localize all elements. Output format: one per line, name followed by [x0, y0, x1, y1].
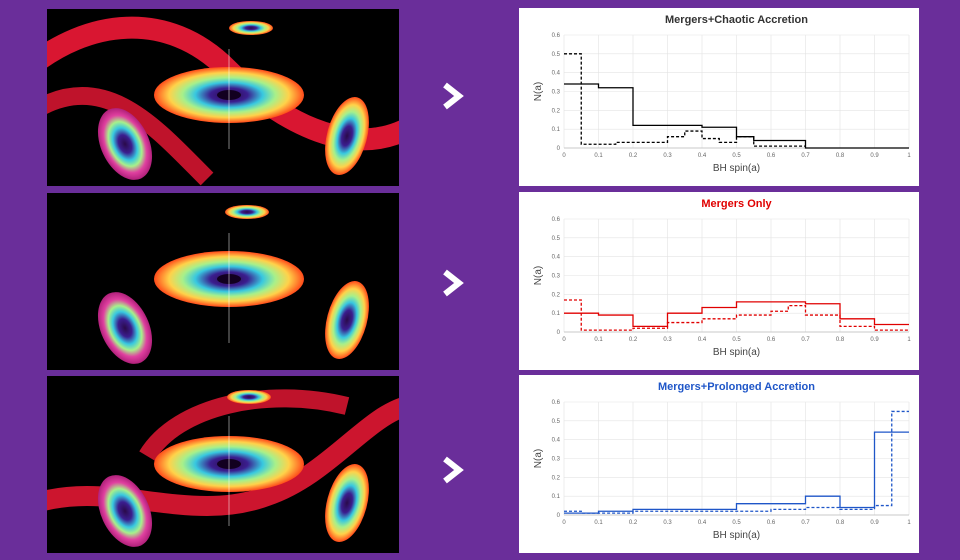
y-tick-label: 0: [557, 513, 561, 519]
x-tick-label: 0.7: [801, 337, 810, 343]
y-tick-label: 0: [557, 146, 561, 152]
y-tick-label: 0.5: [552, 52, 561, 58]
y-tick-label: 0.4: [552, 255, 561, 261]
x-tick-label: 0.8: [836, 337, 845, 343]
x-tick-label: 0.9: [870, 337, 879, 343]
series-line-dashed: [564, 410, 909, 514]
y-tick-label: 0.3: [552, 90, 561, 96]
x-tick-label: 1: [907, 153, 911, 159]
x-tick-label: 0.7: [801, 153, 810, 159]
y-tick-label: 0.2: [552, 292, 561, 298]
x-tick-label: 0: [562, 153, 566, 159]
y-tick-label: 0.1: [552, 127, 561, 133]
black-hole-illustration-2: [47, 193, 399, 370]
x-tick-label: 0.4: [698, 520, 707, 526]
black-hole-illustration-3: [47, 376, 399, 553]
black-hole-illustration-1: [47, 9, 399, 186]
chart-mergers-chaotic-accretion: Mergers+Chaotic Accretion 0 0.1 0.2 0.3 0.4 0.…: [533, 14, 911, 174]
x-tick-label: 0: [562, 337, 566, 343]
series-line-dashed: [564, 299, 909, 331]
x-tick-label: 0.2: [629, 153, 638, 159]
series-line-dashed: [564, 53, 806, 147]
chevron-right-icon: [443, 269, 464, 297]
x-tick-label: 1: [907, 337, 911, 343]
y-tick-label: 0.1: [552, 311, 561, 317]
x-tick-label: 0.8: [836, 520, 845, 526]
y-tick-label: 0.4: [552, 71, 561, 77]
x-tick-label: 0.5: [732, 520, 741, 526]
chevron-right-icon: [443, 456, 464, 484]
x-tick-label: 0.5: [732, 337, 741, 343]
x-tick-label: 0.2: [629, 337, 638, 343]
x-tick-label: 0.2: [629, 520, 638, 526]
chart-card-mergers-only: Mergers Only 0 0.1 0.2 0.3 0.4 0.5 0.6 0.7 0.8 0.9…: [519, 192, 919, 370]
chart-card-prolonged: Mergers+Prolonged Accretion 0 0.1 0.2 0.3 0.4…: [519, 375, 919, 553]
y-tick-label: 0.1: [552, 494, 561, 500]
x-axis-label: BH spin(a): [713, 530, 760, 541]
y-tick-label: 0.6: [552, 400, 561, 406]
chart-card-chaotic: Mergers+Chaotic Accretion 0 0.1 0.2 0.3 0.4 0.…: [519, 8, 919, 186]
x-tick-label: 0.1: [594, 153, 603, 159]
x-tick-label: 0.3: [663, 520, 672, 526]
series-line-solid: [564, 431, 909, 514]
chart-title: Mergers+Prolonged Accretion: [658, 381, 815, 393]
x-axis-label: BH spin(a): [713, 163, 760, 174]
black-hole-merger-illustration-icon: [97, 205, 369, 364]
x-tick-label: 0.4: [698, 337, 707, 343]
x-tick-label: 0.6: [767, 153, 776, 159]
x-axis-label: BH spin(a): [713, 347, 760, 358]
y-tick-label: 0.4: [552, 438, 561, 444]
y-tick-label: 0: [557, 330, 561, 336]
y-tick-label: 0.6: [552, 217, 561, 223]
y-axis-label: N(a): [533, 82, 544, 101]
y-tick-label: 0.3: [552, 274, 561, 280]
x-tick-label: 0.3: [663, 337, 672, 343]
chart-title: Mergers Only: [701, 198, 772, 210]
y-tick-label: 0.2: [552, 108, 561, 114]
x-tick-label: 0.9: [870, 153, 879, 159]
x-tick-label: 0.5: [732, 153, 741, 159]
black-hole-merger-illustration-icon: [47, 16, 399, 186]
y-axis-label: N(a): [533, 266, 544, 285]
x-tick-label: 0.6: [767, 337, 776, 343]
y-tick-label: 0.3: [552, 457, 561, 463]
chart-mergers-prolonged-accretion: Mergers+Prolonged Accretion 0 0.1 0.2 0.3 0.4…: [533, 381, 911, 541]
chart-title: Mergers+Chaotic Accretion: [665, 14, 808, 26]
series-line-solid: [564, 83, 909, 149]
x-tick-label: 0.7: [801, 520, 810, 526]
x-tick-label: 0.4: [698, 153, 707, 159]
y-tick-label: 0.5: [552, 419, 561, 425]
x-tick-label: 0: [562, 520, 566, 526]
x-tick-label: 0.9: [870, 520, 879, 526]
x-tick-label: 0.3: [663, 153, 672, 159]
y-axis-label: N(a): [533, 449, 544, 468]
series-line-solid: [564, 301, 909, 327]
x-tick-label: 0.6: [767, 520, 776, 526]
chart-mergers-only: Mergers Only 0 0.1 0.2 0.3 0.4 0.5 0.6 0.7 0.8 0.9…: [533, 198, 911, 358]
x-tick-label: 0.8: [836, 153, 845, 159]
black-hole-merger-illustration-icon: [47, 389, 399, 547]
chevron-right-icon: [443, 82, 464, 110]
x-tick-label: 0.1: [594, 337, 603, 343]
x-tick-label: 1: [907, 520, 911, 526]
y-tick-label: 0.5: [552, 236, 561, 242]
y-tick-label: 0.2: [552, 475, 561, 481]
x-tick-label: 0.1: [594, 520, 603, 526]
y-tick-label: 0.6: [552, 33, 561, 39]
